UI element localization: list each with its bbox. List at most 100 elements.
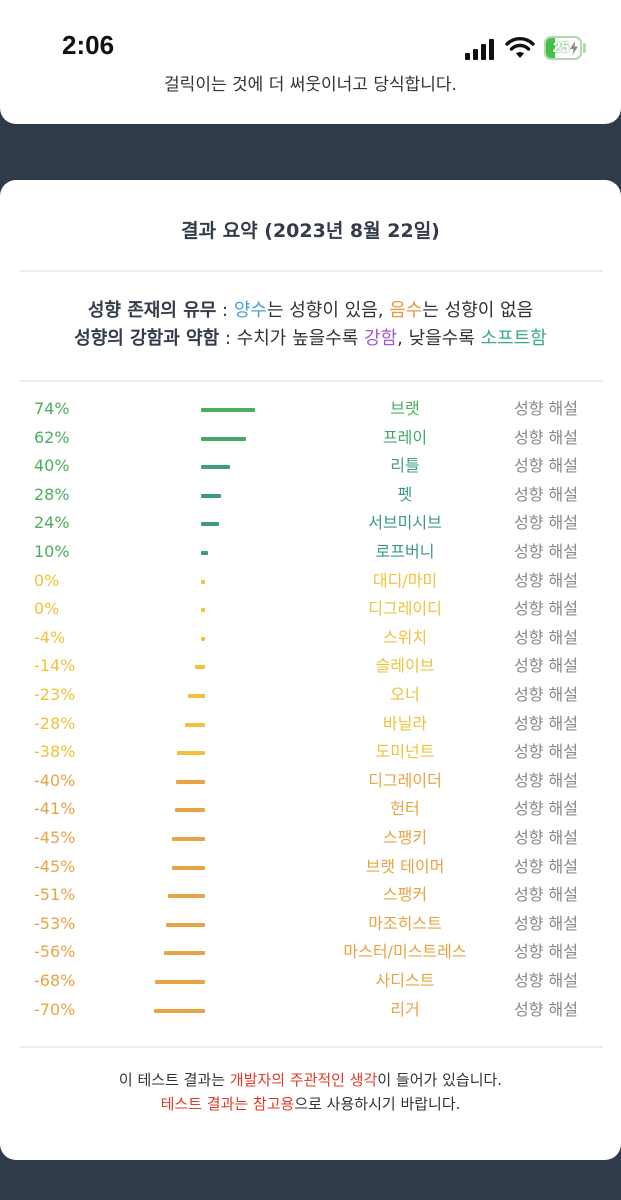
- result-percent: -68%: [34, 971, 76, 990]
- explanation-link[interactable]: 성향 해설: [514, 828, 578, 847]
- explanation-link[interactable]: 성향 해설: [514, 770, 578, 790]
- result-type-name: 바닐라: [382, 713, 428, 733]
- result-percent: 10%: [34, 542, 70, 561]
- explanation-link[interactable]: 성향 해설: [514, 456, 578, 476]
- wifi-icon: [505, 37, 535, 58]
- result-type-name: 스팽커: [382, 885, 428, 905]
- result-bar: [155, 980, 205, 984]
- explanation-link[interactable]: 성향 해설: [514, 713, 578, 733]
- result-percent: -23%: [34, 685, 76, 704]
- result-row: 40% 리틀 성향 해설: [0, 452, 621, 480]
- explanation-link[interactable]: 성향 해설: [514, 399, 578, 418]
- result-row: -41% 헌터 성향 해설: [0, 795, 621, 823]
- result-bar: [201, 636, 205, 641]
- explanation-link[interactable]: 성향 해설: [514, 685, 578, 704]
- result-type-name: 슬레이브: [375, 656, 435, 676]
- result-row: -45% 스팽키 성향 해설: [0, 824, 621, 852]
- result-row: -53% 마조히스트 성향 해설: [0, 910, 621, 938]
- result-bar: [201, 608, 205, 613]
- result-bar: [175, 808, 205, 813]
- result-type-name: 로프버니: [375, 542, 435, 561]
- result-percent: -70%: [34, 999, 76, 1019]
- explanation-link[interactable]: 성향 해설: [514, 656, 578, 676]
- explanation-link[interactable]: 성향 해설: [514, 599, 578, 619]
- explanation-link[interactable]: 성향 해설: [514, 999, 578, 1019]
- result-type-name: 마조히스트: [368, 913, 442, 933]
- explanation-link[interactable]: 성향 해설: [514, 570, 578, 590]
- result-percent: -53%: [34, 913, 76, 933]
- result-bar: [201, 522, 219, 527]
- result-bar: [201, 551, 209, 555]
- result-bar: [172, 865, 205, 870]
- result-bar: [175, 779, 205, 784]
- explanation-link[interactable]: 성향 해설: [514, 885, 578, 905]
- status-time: 2:06: [62, 30, 115, 60]
- divider: [20, 1046, 603, 1048]
- result-type-name: 헌터: [390, 799, 420, 819]
- explanation-link[interactable]: 성향 해설: [514, 971, 578, 990]
- result-bar: [153, 1008, 205, 1013]
- result-percent: 62%: [34, 427, 70, 447]
- result-percent: -14%: [34, 656, 76, 676]
- status-bar: 2:06 25: [0, 0, 621, 88]
- result-percent: -40%: [34, 770, 76, 790]
- result-bar: [166, 922, 205, 927]
- result-row: -56% 마스터/미스트레스 성향 해설: [0, 938, 621, 966]
- result-percent: 24%: [34, 513, 70, 533]
- result-row: 24% 서브미시브 성향 해설: [0, 509, 621, 537]
- explanation-link[interactable]: 성향 해설: [514, 742, 578, 762]
- result-percent: -45%: [34, 856, 76, 876]
- result-percent: -41%: [34, 799, 76, 819]
- result-bar: [201, 493, 222, 498]
- explanation-link[interactable]: 성향 해설: [514, 513, 578, 533]
- result-bar: [172, 837, 205, 841]
- result-row: 10% 로프버니 성향 해설: [0, 538, 621, 566]
- result-type-name: 디그레이디: [368, 599, 442, 619]
- explanation-link[interactable]: 성향 해설: [514, 856, 578, 876]
- explanation-link[interactable]: 성향 해설: [514, 942, 578, 962]
- divider: [20, 380, 603, 382]
- result-row: -4% 스위치 성향 해설: [0, 624, 621, 652]
- result-type-name: 스위치: [382, 627, 428, 647]
- result-percent: -28%: [34, 713, 76, 733]
- result-type-name: 리거: [390, 999, 420, 1019]
- result-type-name: 마스터/미스트레스: [343, 942, 467, 962]
- result-row: -40% 디그레이더 성향 해설: [0, 767, 621, 795]
- result-bar: [201, 579, 205, 584]
- result-row: -23% 오너 성향 해설: [0, 681, 621, 709]
- result-percent: -45%: [34, 828, 76, 847]
- result-type-name: 사디스트: [375, 971, 435, 990]
- explanation-link[interactable]: 성향 해설: [514, 913, 578, 933]
- result-bar: [184, 722, 205, 727]
- footer-disclaimer: 이 테스트 결과는 개발자의 주관적인 생각이 들어가 있습니다. 테스트 결과…: [118, 1071, 503, 1113]
- result-type-name: 리틀: [390, 456, 420, 476]
- battery-icon: 25: [544, 36, 582, 60]
- explanation-link[interactable]: 성향 해설: [514, 427, 578, 447]
- result-row: -28% 바닐라 성향 해설: [0, 710, 621, 738]
- result-bar: [201, 436, 247, 441]
- result-percent: 74%: [34, 399, 70, 418]
- explanation-link[interactable]: 성향 해설: [514, 799, 578, 819]
- result-row: -68% 사디스트 성향 해설: [0, 967, 621, 995]
- result-type-name: 디그레이더: [368, 770, 442, 790]
- result-bar: [164, 951, 205, 956]
- explanation-link[interactable]: 성향 해설: [514, 484, 578, 504]
- result-row: -70% 리거 성향 해설: [0, 996, 621, 1024]
- result-bar: [167, 894, 205, 899]
- result-type-name: 브랫 테이머: [365, 856, 445, 876]
- result-percent: -51%: [34, 885, 76, 905]
- result-bar: [201, 465, 231, 470]
- result-bar: [177, 751, 205, 756]
- result-type-name: 도미넌트: [375, 742, 435, 762]
- explanation-link[interactable]: 성향 해설: [514, 627, 578, 647]
- result-row: -45% 브랫 테이머 성향 해설: [0, 853, 621, 881]
- result-row: 74% 브랫 성향 해설: [0, 395, 621, 423]
- result-bar: [201, 408, 256, 412]
- result-summary-card: 결과 요약 (2023년 8월 22일) 성향 존재의 유무 : 양수는 성향이…: [0, 180, 621, 1160]
- divider: [20, 270, 603, 272]
- result-row: 0% 대디/마미 성향 해설: [0, 567, 621, 595]
- explanation-link[interactable]: 성향 해설: [514, 542, 578, 561]
- result-percent: 28%: [34, 484, 70, 504]
- result-type-name: 펫: [397, 484, 413, 504]
- legend-presence: 성향 존재의 유무 : 양수는 성향이 있음, 음수는 성향이 없음: [87, 300, 534, 321]
